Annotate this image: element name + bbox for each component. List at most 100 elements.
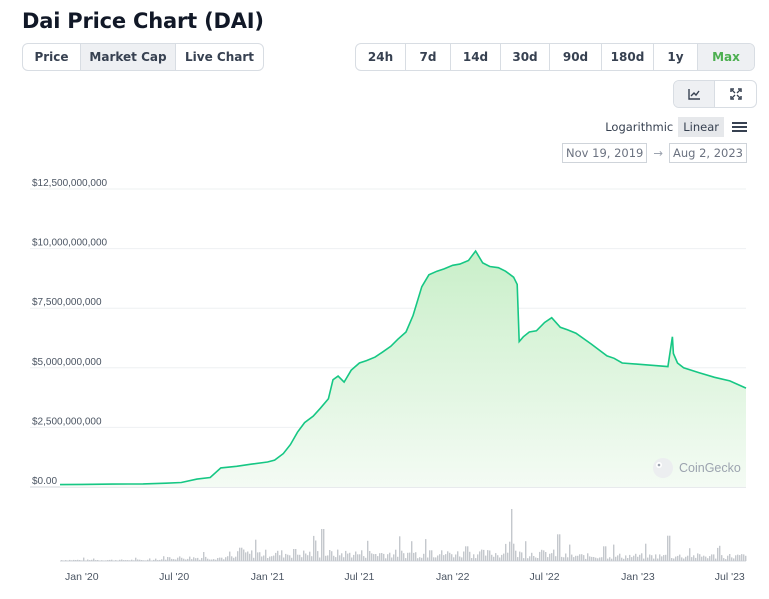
volume-bar bbox=[349, 552, 351, 561]
volume-bar bbox=[497, 555, 499, 561]
range-7d-button[interactable]: 7d bbox=[406, 44, 451, 70]
volume-bar bbox=[267, 558, 269, 561]
volume-bar bbox=[207, 558, 209, 561]
volume-bar bbox=[499, 557, 501, 561]
range-180d-button[interactable]: 180d bbox=[602, 44, 654, 70]
volume-bar bbox=[537, 558, 539, 561]
volume-bar bbox=[469, 551, 471, 561]
volume-bar bbox=[345, 550, 347, 561]
range-1y-button[interactable]: 1y bbox=[654, 44, 698, 70]
volume-bar bbox=[129, 560, 131, 561]
volume-bar bbox=[179, 556, 181, 561]
volume-bar bbox=[255, 539, 257, 561]
date-from-input[interactable]: Nov 19, 2019 bbox=[562, 143, 648, 163]
scale-toggle: Logarithmic Linear bbox=[600, 117, 747, 137]
volume-bar bbox=[643, 558, 645, 561]
volume-bar bbox=[201, 558, 203, 561]
volume-bar bbox=[157, 560, 159, 561]
range-30d-button[interactable]: 30d bbox=[501, 44, 550, 70]
volume-bar bbox=[507, 552, 509, 561]
volume-bar bbox=[257, 552, 259, 561]
volume-bar bbox=[441, 550, 443, 561]
volume-bar bbox=[379, 553, 381, 561]
volume-bar bbox=[127, 560, 129, 561]
volume-bar bbox=[645, 543, 647, 561]
volume-bar bbox=[725, 559, 727, 561]
y-tick-label: $7,500,000,000 bbox=[32, 297, 102, 308]
volume-bar bbox=[289, 555, 291, 561]
volume-bar bbox=[87, 559, 89, 561]
volume-bar bbox=[181, 557, 183, 561]
volume-bar bbox=[709, 556, 711, 561]
linear-option[interactable]: Linear bbox=[678, 117, 724, 137]
volume-bar bbox=[277, 550, 279, 561]
volume-bar bbox=[529, 556, 531, 561]
line-chart-icon[interactable] bbox=[674, 81, 715, 107]
volume-bar bbox=[403, 553, 405, 561]
volume-bar bbox=[517, 557, 519, 561]
volume-bar bbox=[697, 553, 699, 561]
volume-bar bbox=[377, 556, 379, 561]
volume-bar bbox=[597, 558, 599, 561]
volume-bar bbox=[177, 557, 179, 561]
volume-bar bbox=[733, 558, 735, 561]
date-arrow: → bbox=[653, 146, 663, 160]
range-90d-button[interactable]: 90d bbox=[550, 44, 602, 70]
tab-price[interactable]: Price bbox=[23, 44, 81, 70]
volume-bar bbox=[171, 558, 173, 561]
coingecko-watermark: CoinGecko bbox=[653, 458, 741, 478]
page-title: Dai Price Chart (DAI) bbox=[22, 9, 264, 33]
volume-bar bbox=[169, 557, 171, 561]
volume-bar bbox=[667, 535, 669, 561]
volume-bar bbox=[121, 559, 123, 561]
range-24h-button[interactable]: 24h bbox=[356, 44, 406, 70]
volume-bar bbox=[605, 546, 607, 561]
volume-bar bbox=[503, 553, 505, 561]
volume-bar bbox=[683, 558, 685, 561]
hamburger-menu-icon[interactable] bbox=[732, 121, 747, 133]
volume-bar bbox=[137, 559, 139, 561]
volume-bar bbox=[343, 557, 345, 561]
volume-bar bbox=[371, 553, 373, 561]
volume-bar bbox=[419, 557, 421, 561]
volume-bar bbox=[711, 554, 713, 561]
volume-bar bbox=[205, 556, 207, 561]
volume-bar bbox=[475, 558, 477, 561]
range-14d-button[interactable]: 14d bbox=[451, 44, 501, 70]
tab-market-cap[interactable]: Market Cap bbox=[81, 44, 176, 70]
volume-bar bbox=[491, 554, 493, 561]
volume-bar bbox=[253, 557, 255, 561]
volume-bar bbox=[261, 556, 263, 561]
volume-bar bbox=[687, 555, 689, 561]
volume-bar bbox=[143, 560, 145, 561]
volume-bar bbox=[115, 560, 117, 561]
volume-bar bbox=[355, 551, 357, 561]
volume-bar bbox=[649, 554, 651, 561]
tab-live-chart[interactable]: Live Chart bbox=[185, 50, 254, 64]
volume-bar bbox=[263, 555, 265, 561]
volume-bar bbox=[737, 554, 739, 561]
volume-bar bbox=[203, 552, 205, 561]
volume-bar bbox=[85, 560, 87, 561]
volume-bar bbox=[359, 554, 361, 561]
fullscreen-icon[interactable] bbox=[715, 81, 756, 107]
volume-bar bbox=[627, 558, 629, 561]
volume-bar bbox=[405, 558, 407, 561]
volume-bar bbox=[145, 560, 147, 561]
volume-bar bbox=[275, 552, 277, 561]
range-max-button[interactable]: Max bbox=[698, 44, 754, 70]
watermark-text: CoinGecko bbox=[679, 461, 741, 475]
volume-bar bbox=[209, 559, 211, 561]
date-to-input[interactable]: Aug 2, 2023 bbox=[668, 143, 747, 163]
volume-bar bbox=[161, 559, 163, 561]
volume-bar bbox=[679, 554, 681, 561]
logarithmic-option[interactable]: Logarithmic bbox=[605, 120, 674, 134]
volume-bar bbox=[735, 555, 737, 561]
volume-bar bbox=[509, 541, 511, 561]
volume-bar bbox=[123, 560, 125, 561]
volume-bar bbox=[155, 558, 157, 561]
y-tick-label: $2,500,000,000 bbox=[32, 416, 102, 427]
volume-bar bbox=[313, 535, 315, 561]
volume-bar bbox=[175, 559, 177, 561]
